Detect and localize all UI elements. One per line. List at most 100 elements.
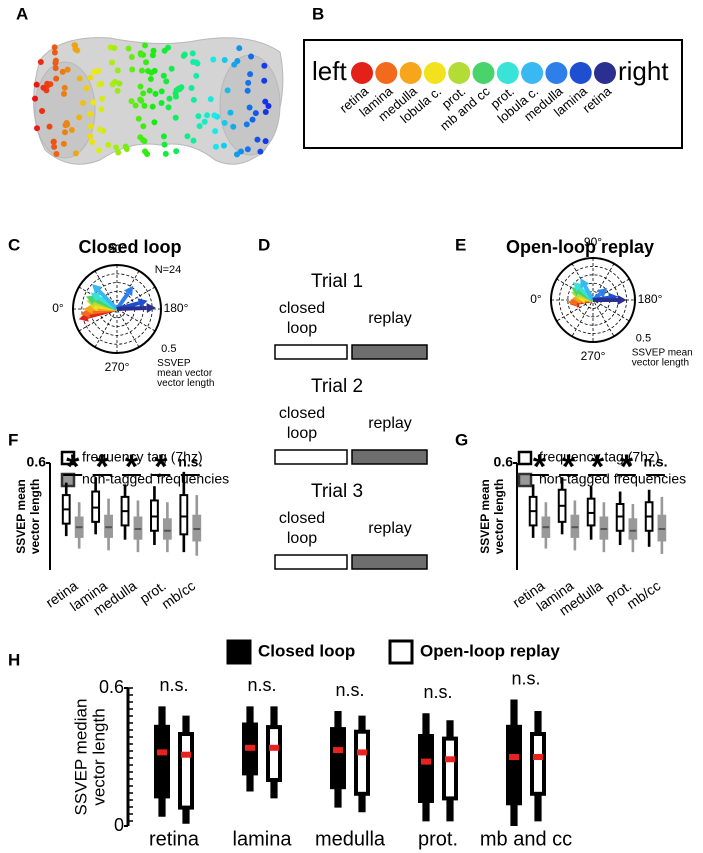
trial-left-label: closed bbox=[279, 300, 325, 317]
site-dot bbox=[98, 106, 105, 113]
site-dot bbox=[144, 150, 151, 157]
site-dot bbox=[212, 128, 219, 135]
site-dot bbox=[196, 123, 203, 130]
site-dot bbox=[262, 109, 269, 116]
polar-outer-ring bbox=[550, 257, 636, 343]
panel-label: D bbox=[258, 235, 270, 254]
box bbox=[506, 724, 522, 806]
site-dot bbox=[257, 148, 264, 155]
site-dot bbox=[189, 50, 196, 57]
key-swatch bbox=[399, 62, 422, 84]
site-dot bbox=[161, 47, 168, 54]
panel-label: C bbox=[8, 235, 20, 254]
polar-title: Open-loop replay bbox=[506, 237, 654, 257]
significance-label: * bbox=[562, 448, 576, 486]
trial-title: Trial 3 bbox=[311, 481, 363, 502]
site-dot bbox=[173, 148, 180, 155]
vector-arrowhead bbox=[617, 295, 627, 305]
trial-replay-bar bbox=[351, 554, 428, 570]
site-dot bbox=[162, 150, 169, 157]
site-dot bbox=[193, 72, 200, 79]
panel-label: B bbox=[312, 4, 324, 23]
key-swatch bbox=[375, 62, 398, 84]
significance-label: * bbox=[591, 448, 605, 486]
site-dot bbox=[137, 96, 144, 103]
significance-label: * bbox=[620, 448, 634, 486]
box bbox=[442, 736, 458, 801]
site-dot bbox=[138, 67, 145, 74]
x-tick-label: mb and cc bbox=[480, 828, 572, 850]
brain-image bbox=[33, 37, 284, 165]
r-axis-label: vector length bbox=[632, 357, 689, 368]
site-dot bbox=[139, 137, 146, 144]
site-dot bbox=[60, 140, 67, 147]
site-dot bbox=[221, 119, 228, 126]
site-dot bbox=[262, 98, 269, 105]
site-dot bbox=[221, 57, 228, 64]
site-dot bbox=[63, 119, 70, 126]
box bbox=[266, 725, 282, 782]
site-dot bbox=[80, 100, 87, 107]
significance-label: n.s. bbox=[511, 668, 540, 688]
vector-arrow bbox=[97, 289, 119, 311]
key-swatch bbox=[521, 62, 544, 84]
site-dot bbox=[83, 85, 90, 92]
site-dot bbox=[105, 141, 112, 148]
color-key-frame bbox=[303, 39, 683, 149]
site-dot bbox=[261, 62, 268, 69]
site-dot bbox=[231, 61, 238, 68]
site-dot bbox=[244, 87, 251, 94]
site-dot bbox=[230, 123, 237, 130]
site-dot bbox=[87, 74, 94, 81]
site-dot bbox=[115, 149, 122, 156]
key-swatch bbox=[496, 62, 519, 84]
x-tick-label: mb/cc bbox=[624, 577, 664, 612]
trial-closed-bar bbox=[274, 449, 348, 465]
site-dot bbox=[265, 103, 272, 110]
legend-label: frequency tag (7hz) bbox=[539, 449, 660, 465]
panel-label: E bbox=[455, 235, 466, 254]
trial-title: Trial 2 bbox=[311, 376, 363, 397]
key-label: retina bbox=[580, 83, 615, 116]
site-dot bbox=[60, 90, 67, 97]
site-dot bbox=[227, 109, 234, 116]
site-dot bbox=[61, 84, 68, 91]
trial-left-label: closed bbox=[279, 510, 325, 527]
legend-swatch bbox=[388, 639, 414, 665]
site-dot bbox=[244, 146, 251, 153]
site-dot bbox=[33, 81, 40, 88]
site-dot bbox=[125, 45, 132, 52]
vector-arrow bbox=[116, 305, 147, 311]
site-dot bbox=[76, 114, 83, 121]
site-dot bbox=[149, 103, 156, 110]
box bbox=[154, 724, 170, 799]
legend-label: Open-loop replay bbox=[420, 641, 560, 660]
y-axis-label: SSVEP mean bbox=[14, 479, 28, 553]
significance-label: n.s. bbox=[643, 454, 667, 470]
significance-label: * bbox=[125, 448, 139, 486]
site-dot bbox=[59, 68, 66, 75]
site-dot bbox=[180, 52, 187, 59]
key-swatch bbox=[472, 62, 495, 84]
site-dot bbox=[135, 115, 142, 122]
site-dot bbox=[37, 58, 44, 65]
site-dot bbox=[165, 104, 172, 111]
site-dot bbox=[248, 53, 255, 60]
trial-replay-bar bbox=[351, 344, 428, 360]
trial-closed-bar bbox=[274, 344, 348, 360]
key-swatch bbox=[569, 62, 592, 84]
site-dot bbox=[194, 60, 201, 67]
legend-swatch bbox=[226, 639, 252, 665]
site-dot bbox=[233, 151, 240, 158]
recording-sites bbox=[32, 42, 272, 158]
trial-closed-bar bbox=[274, 554, 348, 570]
site-dot bbox=[51, 49, 58, 56]
site-dot bbox=[52, 57, 59, 64]
site-dot bbox=[245, 79, 252, 86]
key-left: left bbox=[312, 56, 347, 86]
significance-label: * bbox=[95, 448, 109, 486]
angle-tick-label: 270° bbox=[581, 349, 606, 363]
key-swatch bbox=[594, 62, 616, 84]
site-dot bbox=[195, 113, 202, 120]
